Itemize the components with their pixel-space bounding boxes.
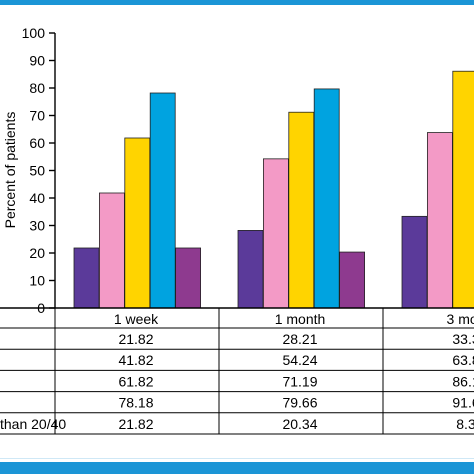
y-tick-label: 20 — [29, 245, 45, 261]
data-label: 8.3 — [456, 416, 474, 432]
category-label: 1 month — [275, 311, 326, 327]
y-tick-label: 30 — [29, 218, 45, 234]
y-tick-label: 70 — [29, 108, 45, 124]
top-brand-band — [0, 0, 474, 5]
data-label: 79.66 — [282, 395, 317, 411]
bar — [175, 247, 202, 309]
data-label: 63.8 — [452, 352, 474, 368]
data-label: 61.82 — [118, 373, 153, 389]
series-row-label: than 20/40 — [0, 416, 66, 432]
data-label: 71.19 — [282, 373, 317, 389]
data-label: 20.34 — [282, 416, 317, 432]
data-label: 21.82 — [118, 331, 153, 347]
bar — [339, 251, 366, 309]
bar — [401, 215, 428, 309]
bar — [237, 230, 264, 309]
category-label: 1 week — [114, 311, 159, 327]
data-label: 78.18 — [118, 395, 153, 411]
data-label: 91.6 — [452, 395, 474, 411]
bar — [313, 88, 340, 309]
data-label: 28.21 — [282, 331, 317, 347]
y-tick-label: 90 — [29, 53, 45, 69]
bar — [73, 247, 100, 309]
bar — [426, 132, 453, 309]
data-label: 21.82 — [118, 416, 153, 432]
y-tick-label: 40 — [29, 190, 45, 206]
bar — [262, 158, 289, 309]
bar — [99, 192, 125, 309]
y-tick-label: 80 — [29, 80, 45, 96]
data-label: 41.82 — [118, 352, 153, 368]
category-label: 3 mon — [447, 311, 474, 327]
data-label: 54.24 — [282, 352, 317, 368]
data-label: 86.1 — [452, 373, 474, 389]
y-tick-label: 100 — [22, 25, 46, 41]
data-label: 33.3 — [452, 331, 474, 347]
y-tick-label: 10 — [29, 273, 45, 289]
y-axis-title: Percent of patients — [2, 112, 18, 229]
y-tick-label: 60 — [29, 135, 45, 151]
bar — [124, 137, 151, 309]
bottom-divider — [0, 458, 474, 459]
bar — [149, 92, 176, 309]
y-tick-label: 50 — [29, 163, 45, 179]
bar — [288, 111, 315, 309]
bar — [452, 70, 474, 309]
bottom-brand-band — [0, 462, 474, 474]
